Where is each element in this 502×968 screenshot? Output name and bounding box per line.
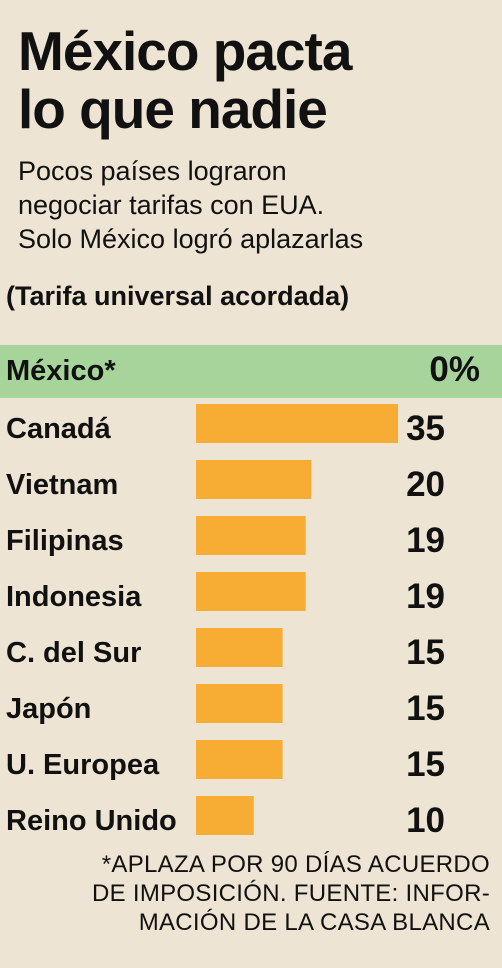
category-label: Indonesia — [6, 581, 142, 613]
bar-chart: Canadá 35 Vietnam 20 Filipinas 19 Indonesia 19 C… — [6, 404, 445, 840]
category-label: Filipinas — [6, 525, 124, 557]
value-label: 15 — [406, 633, 445, 672]
bar — [196, 796, 254, 835]
category-label: Reino Unido — [6, 805, 177, 837]
category-label: U. Europea — [6, 749, 160, 781]
value-label: 10 — [406, 801, 445, 840]
chart-subtitle-line-1: Pocos países lograron — [18, 156, 287, 186]
category-label: Vietnam — [6, 469, 118, 501]
value-label: 15 — [406, 689, 445, 728]
highlight-value-label: 0% — [429, 350, 480, 389]
chart-subtitle-line-3: Solo México logró aplazarlas — [18, 224, 364, 254]
chart-subtitle: Pocos países lograron negociar tarifas c… — [18, 154, 498, 256]
footnote-line-1: *APLAZA POR 90 DÍAS ACUERDO — [101, 851, 490, 878]
bar — [196, 572, 306, 611]
bar — [196, 516, 306, 555]
category-label: Japón — [6, 693, 91, 725]
chart-title: México pacta lo que nadie — [18, 22, 498, 138]
bar — [196, 628, 283, 667]
value-label: 20 — [406, 465, 445, 504]
bar — [196, 684, 283, 723]
category-label: C. del Sur — [6, 637, 141, 669]
chart-note: (Tarifa universal acordada) — [6, 281, 350, 311]
footnote-line-2: DE IMPOSICIÓN. FUENTE: INFOR- — [91, 880, 490, 907]
footnote: *APLAZA POR 90 DÍAS ACUERDO DE IMPOSICIÓ… — [18, 850, 490, 937]
value-label: 15 — [406, 745, 445, 784]
value-label: 35 — [406, 409, 445, 448]
value-label: 19 — [406, 577, 445, 616]
value-label: 19 — [406, 521, 445, 560]
bar — [196, 460, 312, 499]
bar — [196, 404, 398, 443]
chart-title-line-1: México pacta — [18, 20, 352, 82]
chart-subtitle-line-2: negociar tarifas con EUA. — [18, 190, 325, 220]
footnote-line-3: MACIÓN DE LA CASA BLANCA — [138, 909, 490, 936]
chart-title-line-2: lo que nadie — [18, 78, 328, 140]
highlight-row-mexico: México* 0% — [0, 345, 502, 398]
highlight-label: México* — [6, 355, 116, 387]
category-label: Canadá — [6, 413, 112, 445]
bar — [196, 740, 283, 779]
